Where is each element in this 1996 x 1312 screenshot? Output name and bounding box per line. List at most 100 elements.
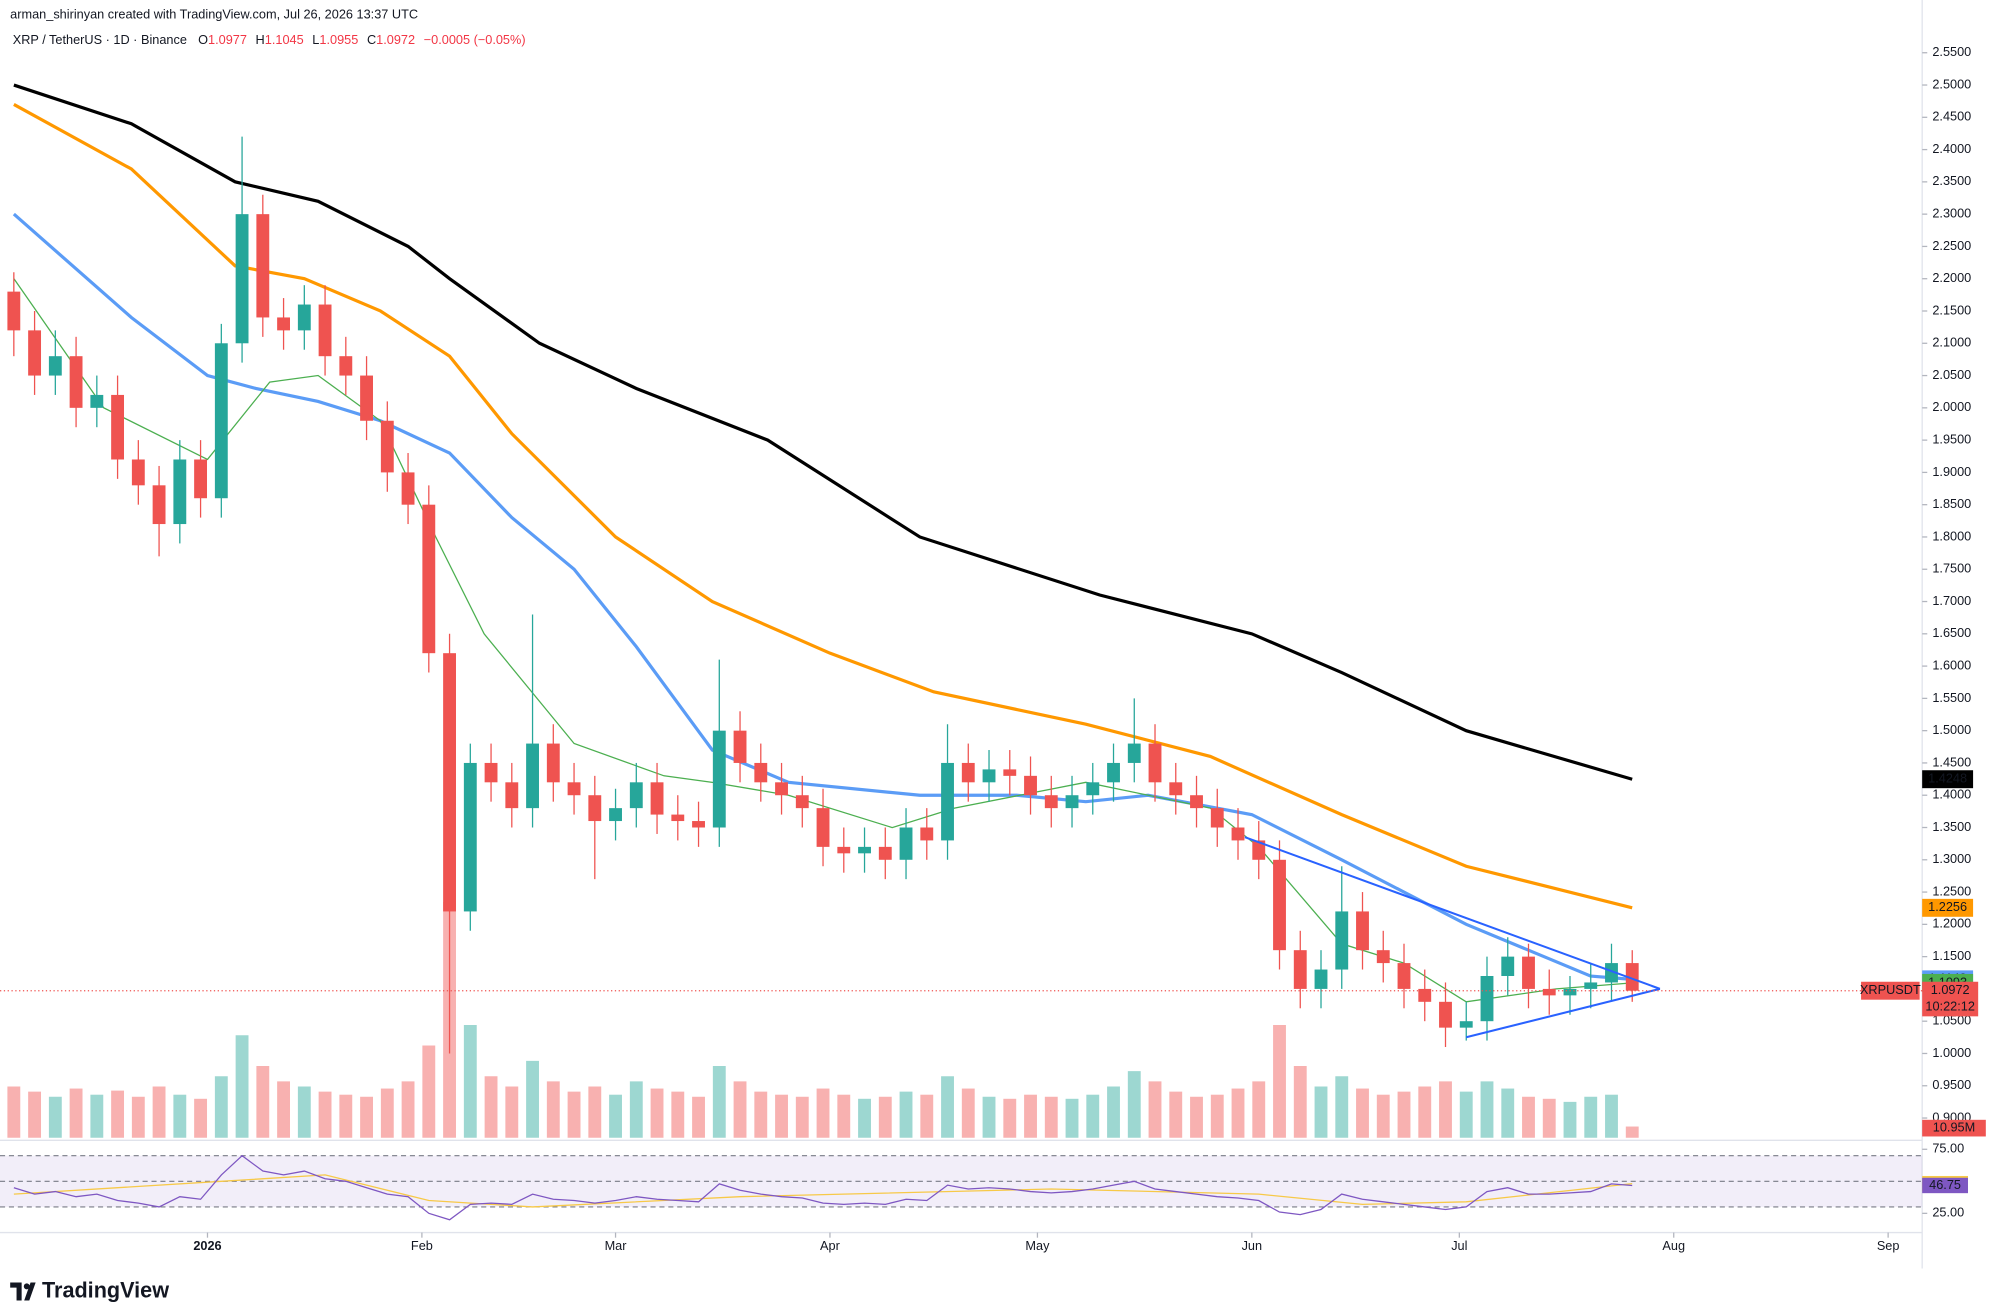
candle-body <box>90 394 104 408</box>
volume-bar <box>463 1025 477 1138</box>
volume-bar <box>1501 1088 1515 1138</box>
candle-body <box>1003 769 1017 776</box>
volume-bar <box>111 1090 125 1138</box>
volume-bar <box>1293 1066 1307 1138</box>
time-tick-label: Aug <box>1662 1238 1685 1253</box>
close-label: C <box>367 32 376 47</box>
price-tick-label: 1.1500 <box>1932 948 1971 963</box>
candle-body <box>1148 743 1162 783</box>
price-tag-label: 1.0972 <box>1931 982 1970 997</box>
symbol-tag-label: XRPUSDT <box>1860 982 1921 997</box>
volume-bar <box>69 1088 83 1138</box>
candle-body <box>277 317 290 331</box>
price-tick-label: 1.6500 <box>1932 625 1971 640</box>
volume-bar <box>1148 1081 1162 1138</box>
volume-bar <box>733 1081 747 1138</box>
volume-bar <box>567 1091 581 1138</box>
candle-body <box>1625 963 1639 991</box>
trendline <box>1244 836 1661 990</box>
volume-bar <box>1439 1081 1452 1138</box>
candle-body <box>1107 762 1120 783</box>
price-tick-label: 2.5500 <box>1932 44 1971 59</box>
volume-bar <box>1335 1076 1349 1138</box>
candle-body <box>131 459 145 486</box>
volume-bar <box>878 1096 892 1138</box>
candle-body <box>1210 808 1224 828</box>
candle-body <box>1273 859 1286 951</box>
candle-body <box>484 762 498 783</box>
volume-bar <box>1522 1096 1535 1138</box>
price-tick-label: 1.8500 <box>1932 496 1971 511</box>
candle-body <box>1542 988 1556 996</box>
candle-body <box>1335 911 1349 970</box>
volume-bar <box>1003 1098 1017 1138</box>
logo-dot <box>23 1283 30 1290</box>
moving-average <box>12 212 1633 981</box>
open-label: O <box>198 32 208 47</box>
price-tick-label: 2.1000 <box>1932 335 1971 350</box>
price-tick-label: 2.2500 <box>1932 238 1971 253</box>
price-tick-label: 1.4000 <box>1932 787 1971 802</box>
volume-bar <box>671 1091 685 1138</box>
price-tick-label: 2.4000 <box>1932 141 1971 156</box>
volume-bar <box>961 1088 975 1138</box>
volume-bar <box>837 1094 851 1138</box>
ma-tag <box>1922 898 1974 917</box>
volume-bar <box>1397 1091 1411 1138</box>
symbol-tag <box>1861 981 1920 1000</box>
volume-bar <box>982 1096 996 1138</box>
rsi-line <box>13 1154 1633 1221</box>
candle-body <box>858 846 871 854</box>
moving-average <box>13 278 1633 1003</box>
price-tick-label: 2.0500 <box>1932 367 1971 382</box>
volume-bar <box>920 1094 934 1138</box>
price-tick-label: 1.3000 <box>1932 851 1971 866</box>
volume-bar <box>1563 1101 1577 1138</box>
countdown: 10:22:12 <box>1925 999 1975 1014</box>
candle-body <box>1439 1001 1452 1028</box>
time-tick-label: Sep <box>1877 1238 1900 1253</box>
ma-tag-label: 1.4248 <box>1928 771 1967 786</box>
price-tick-label: 2.3500 <box>1932 173 1971 188</box>
volume-bar <box>360 1096 373 1138</box>
candle-body <box>1252 840 1266 860</box>
candle-body <box>1501 956 1515 976</box>
candle-body <box>152 485 166 525</box>
ma-tag <box>1922 770 1974 789</box>
volume-bar <box>1169 1091 1183 1138</box>
price-tick-label: 1.6000 <box>1932 657 1971 672</box>
volume-bar <box>297 1086 311 1138</box>
price-tick-label: 1.3500 <box>1932 819 1971 834</box>
candle-body <box>961 762 975 783</box>
volume-bar <box>712 1066 726 1138</box>
volume-bar <box>1418 1086 1432 1138</box>
time-tick-label: Jul <box>1451 1238 1467 1253</box>
volume-bar <box>1314 1086 1328 1138</box>
candle-body <box>505 782 519 809</box>
volume-bar <box>484 1076 498 1138</box>
candle-body <box>629 782 643 809</box>
volume-bar <box>1480 1081 1494 1138</box>
candle-body <box>1086 782 1100 796</box>
volume-bar <box>7 1086 21 1138</box>
attribution: arman_shirinyan created with TradingView… <box>10 7 418 22</box>
candle-body <box>567 782 581 796</box>
volume-bar <box>1459 1091 1473 1138</box>
candle-body <box>1605 963 1618 983</box>
candle-body <box>214 343 228 499</box>
volume-bar <box>401 1081 415 1138</box>
price-tick-label: 1.4500 <box>1932 754 1971 769</box>
volume-bar <box>1542 1098 1556 1138</box>
candle-body <box>1522 956 1535 989</box>
rsi-tag-label: 46.75 <box>1929 1177 1961 1192</box>
volume-bar <box>692 1096 705 1138</box>
time-tick-label: 2026 <box>193 1238 221 1253</box>
candle-body <box>339 356 353 376</box>
candle-body <box>650 782 664 815</box>
candle-body <box>775 782 788 796</box>
volume-bar <box>152 1086 166 1138</box>
candle-body <box>526 743 539 809</box>
candle-body <box>1459 1021 1473 1028</box>
candle-body <box>1314 969 1328 989</box>
